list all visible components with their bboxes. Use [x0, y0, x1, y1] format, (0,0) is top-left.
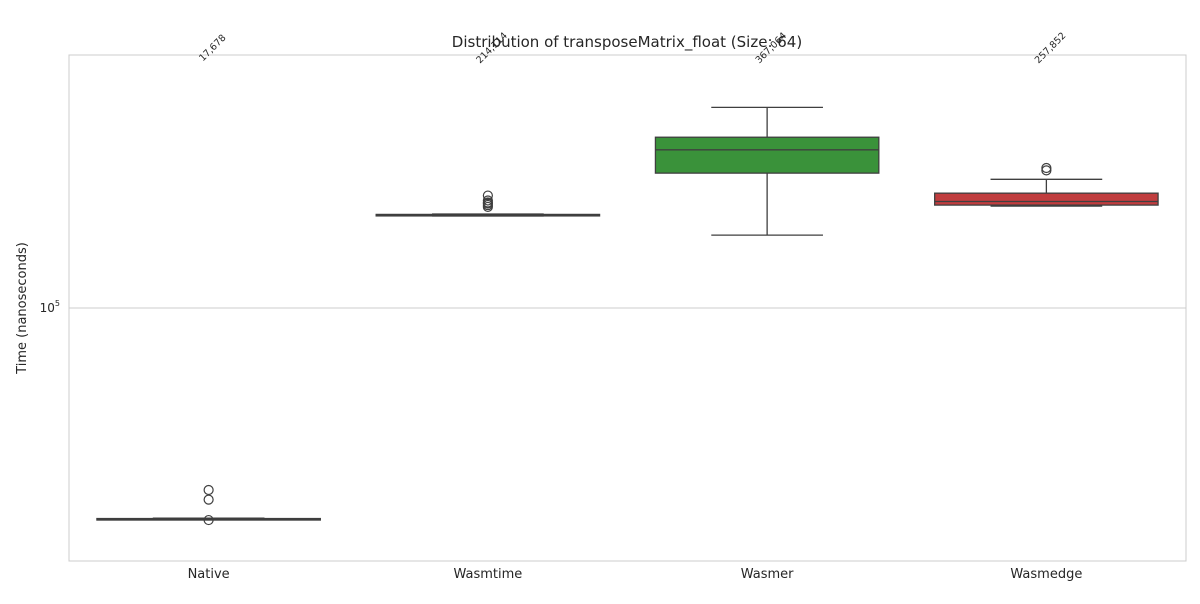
box-wasmer	[654, 106, 880, 236]
y-tick-base: 10	[40, 301, 55, 315]
y-tick-exponent: 5	[55, 299, 60, 308]
x-tick-label: Wasmer	[741, 567, 794, 582]
y-axis-ticks: 105	[40, 299, 60, 315]
box-wasmtime	[375, 190, 601, 217]
outlier-point	[203, 514, 214, 526]
y-axis-label: Time (nanoseconds)	[15, 242, 30, 375]
outlier-point	[203, 494, 214, 505]
iqr-box	[654, 136, 880, 174]
box-wasmedge	[934, 162, 1159, 207]
outlier-point	[1041, 162, 1052, 174]
outlier-point	[482, 190, 493, 201]
x-axis-tick-labels: Native Wasmtime Wasmer Wasmedge	[188, 567, 1083, 582]
x-tick-label: Wasmtime	[453, 567, 522, 582]
outlier-point	[482, 195, 493, 206]
y-tick-label: 105	[40, 299, 60, 315]
iqr-box	[934, 192, 1159, 206]
x-tick-label: Wasmedge	[1010, 567, 1082, 582]
boxes	[96, 106, 1159, 526]
x-tick-label: Native	[188, 567, 230, 582]
chart-title: Distribution of transposeMatrix_float (S…	[452, 33, 802, 52]
box-native	[96, 484, 321, 526]
outlier-point	[203, 484, 214, 496]
